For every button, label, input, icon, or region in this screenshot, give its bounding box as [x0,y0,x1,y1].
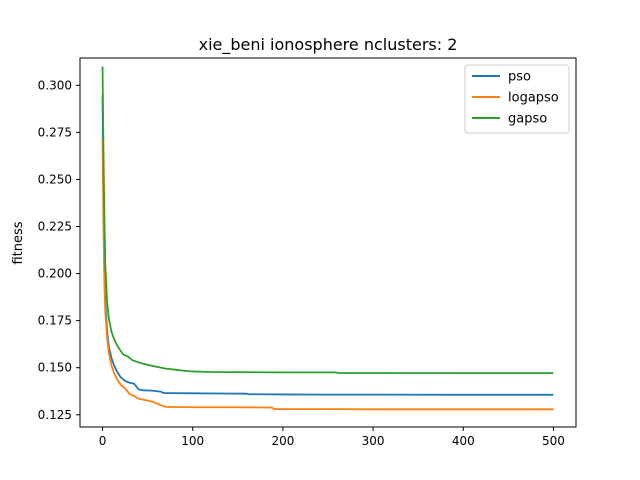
legend-label-logapso: logapso [508,91,559,106]
y-axis-ticks: 0.125 0.150 0.175 0.200 0.225 0.250 0.275 0.300 [38,78,80,422]
x-tick-label: 300 [362,434,385,448]
plot-frame [79,57,577,428]
series-line-logapso [101,138,554,411]
legend-label-gapso: gapso [508,112,547,127]
y-tick-label: 0.125 [38,408,72,422]
y-tick-label: 0.175 [38,314,72,328]
legend-box [464,64,570,134]
series-line-gapso [101,66,554,375]
x-tick-label: 400 [452,434,475,448]
x-tick-label: 200 [271,434,294,448]
legend: pso logapso gapso [464,64,570,134]
series-layer [101,66,554,411]
y-tick-label: 0.300 [38,78,72,92]
y-tick-label: 0.200 [38,267,72,281]
y-tick-label: 0.150 [38,361,72,375]
x-tick-label: 0 [99,434,107,448]
x-axis-ticks: 0 100 200 300 400 500 [99,427,565,448]
y-tick-label: 0.225 [38,219,72,233]
x-tick-label: 100 [181,434,204,448]
x-tick-label: 500 [542,434,565,448]
chart-title: xie_beni ionosphere nclusters: 2 [199,35,458,55]
y-axis-label: fitness [11,221,26,264]
y-tick-label: 0.275 [38,125,72,139]
y-tick-label: 0.250 [38,172,72,186]
legend-label-pso: pso [508,70,531,85]
